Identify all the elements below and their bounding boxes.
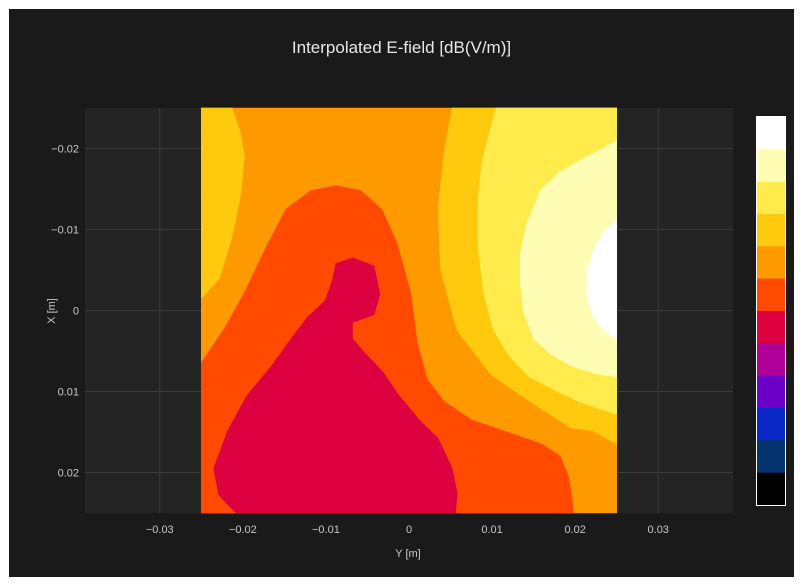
colorbar-swatch-8 [757,375,785,409]
contour-region-level-1-4 [520,140,617,378]
colorbar-swatch-4 [757,246,785,280]
colorbar-swatch-7 [757,343,785,377]
y-tick-label: 0.01 [58,387,79,399]
x-tick-label: −0.01 [312,524,340,536]
y-tick-label: −0.01 [51,225,79,237]
x-tick-label: 0 [406,524,412,536]
colorbar-swatch-11 [757,472,785,505]
colorbar-swatch-2 [757,181,785,215]
colorbar-swatch-10 [757,440,785,474]
colorbar-swatch-3 [757,214,785,247]
colorbar-swatch-6 [757,311,785,344]
colorbar-swatch-9 [757,408,785,441]
contour-region-level-6-7 [213,257,458,514]
y-axis-ticks: −0.02 −0.01 0 0.01 0.02 [51,144,79,480]
y-axis-label: X [m] [46,298,58,324]
colorbar-swatch-1 [757,149,785,183]
y-tick-label: −0.02 [51,144,79,156]
x-tick-label: 0.03 [648,524,669,536]
x-tick-label: 0.02 [564,524,585,536]
colorbar-swatch-5 [757,278,785,312]
contour-regions [201,107,617,514]
y-tick-label: 0.02 [58,468,79,480]
contour-region-level-3-1 [201,107,245,299]
x-tick-label: 0.01 [481,524,502,536]
contour-region-level-0-5 [586,220,617,340]
x-tick-label: −0.03 [146,524,174,536]
chart-title: Interpolated E-field [dB(V/m)] [291,38,512,57]
x-axis-ticks: −0.03 −0.02 −0.01 0 0.01 0.02 0.03 [146,524,669,536]
x-tick-label: −0.02 [229,524,257,536]
y-tick-label: 0 [73,306,79,318]
colorbar [756,116,786,506]
x-axis-label: Y [m] [395,548,420,560]
colorbar-swatch-0 [757,117,785,150]
